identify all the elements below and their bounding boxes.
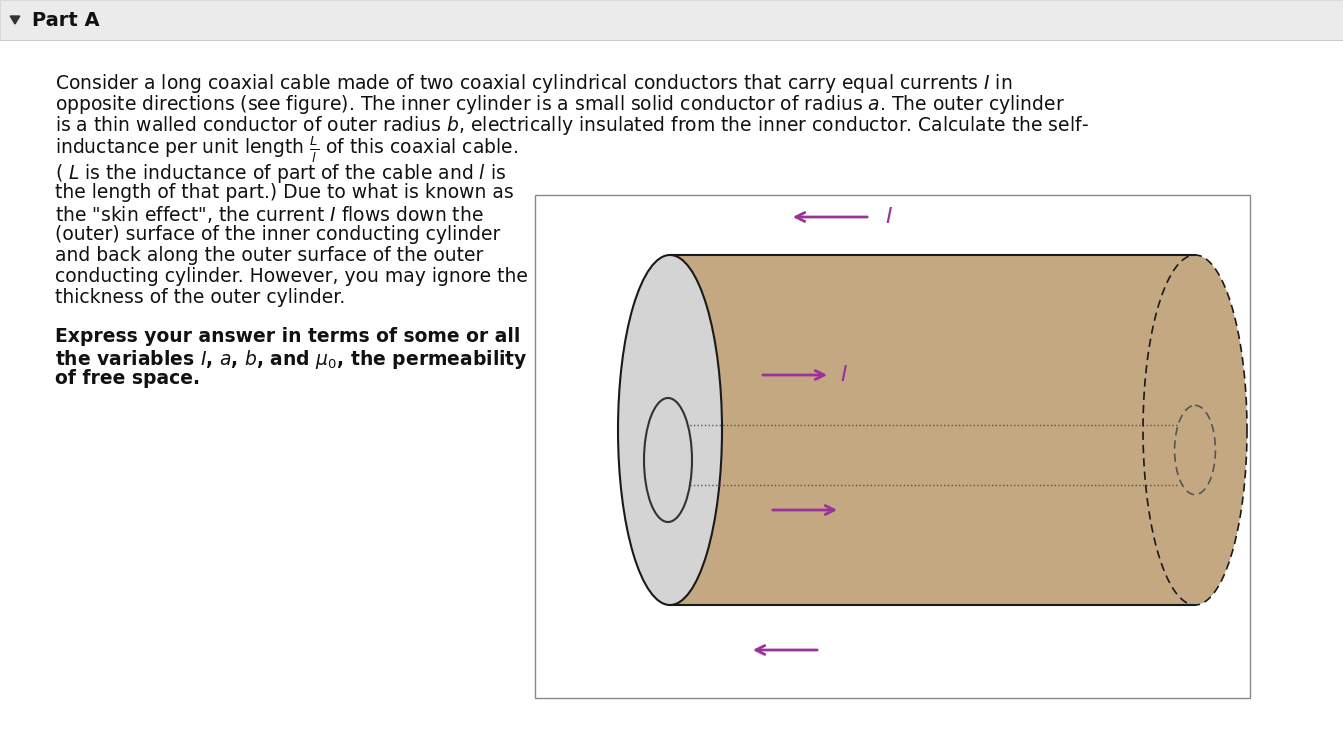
Text: (outer) surface of the inner conducting cylinder: (outer) surface of the inner conducting … xyxy=(55,225,501,244)
Text: the "skin effect", the current $\mathit{I}$ flows down the: the "skin effect", the current $\mathit{… xyxy=(55,204,483,225)
Ellipse shape xyxy=(1143,255,1248,605)
Bar xyxy=(535,195,1250,698)
Text: is a thin walled conductor of outer radius $\mathit{b}$, electrically insulated : is a thin walled conductor of outer radi… xyxy=(55,114,1089,137)
Ellipse shape xyxy=(645,398,692,522)
Text: $\mathit{I}$: $\mathit{I}$ xyxy=(839,365,847,385)
Polygon shape xyxy=(11,16,20,24)
Text: ( $\mathit{L}$ is the inductance of part of the cable and $\mathit{l}$ is: ( $\mathit{L}$ is the inductance of part… xyxy=(55,162,506,185)
Bar xyxy=(0,0,1343,40)
Text: conducting cylinder. However, you may ignore the: conducting cylinder. However, you may ig… xyxy=(55,267,528,286)
Text: the variables $\mathit{I}$, $\mathit{a}$, $\mathit{b}$, and $\mu_0$, the permeab: the variables $\mathit{I}$, $\mathit{a}$… xyxy=(55,348,528,371)
Ellipse shape xyxy=(618,255,723,605)
Text: opposite directions (see figure). The inner cylinder is a small solid conductor : opposite directions (see figure). The in… xyxy=(55,93,1065,116)
Text: Express your answer in terms of some or all: Express your answer in terms of some or … xyxy=(55,327,520,346)
Bar xyxy=(670,255,1195,605)
Text: and back along the outer surface of the outer: and back along the outer surface of the … xyxy=(55,246,483,265)
Text: Part A: Part A xyxy=(32,10,99,29)
Text: $\mathit{I}$: $\mathit{I}$ xyxy=(885,207,893,227)
Text: of free space.: of free space. xyxy=(55,369,200,388)
Text: Consider a long coaxial cable made of two coaxial cylindrical conductors that ca: Consider a long coaxial cable made of tw… xyxy=(55,72,1013,95)
Text: the length of that part.) Due to what is known as: the length of that part.) Due to what is… xyxy=(55,183,514,202)
Text: thickness of the outer cylinder.: thickness of the outer cylinder. xyxy=(55,288,345,307)
Text: inductance per unit length $\frac{L}{l}$ of this coaxial cable.: inductance per unit length $\frac{L}{l}$… xyxy=(55,135,518,165)
